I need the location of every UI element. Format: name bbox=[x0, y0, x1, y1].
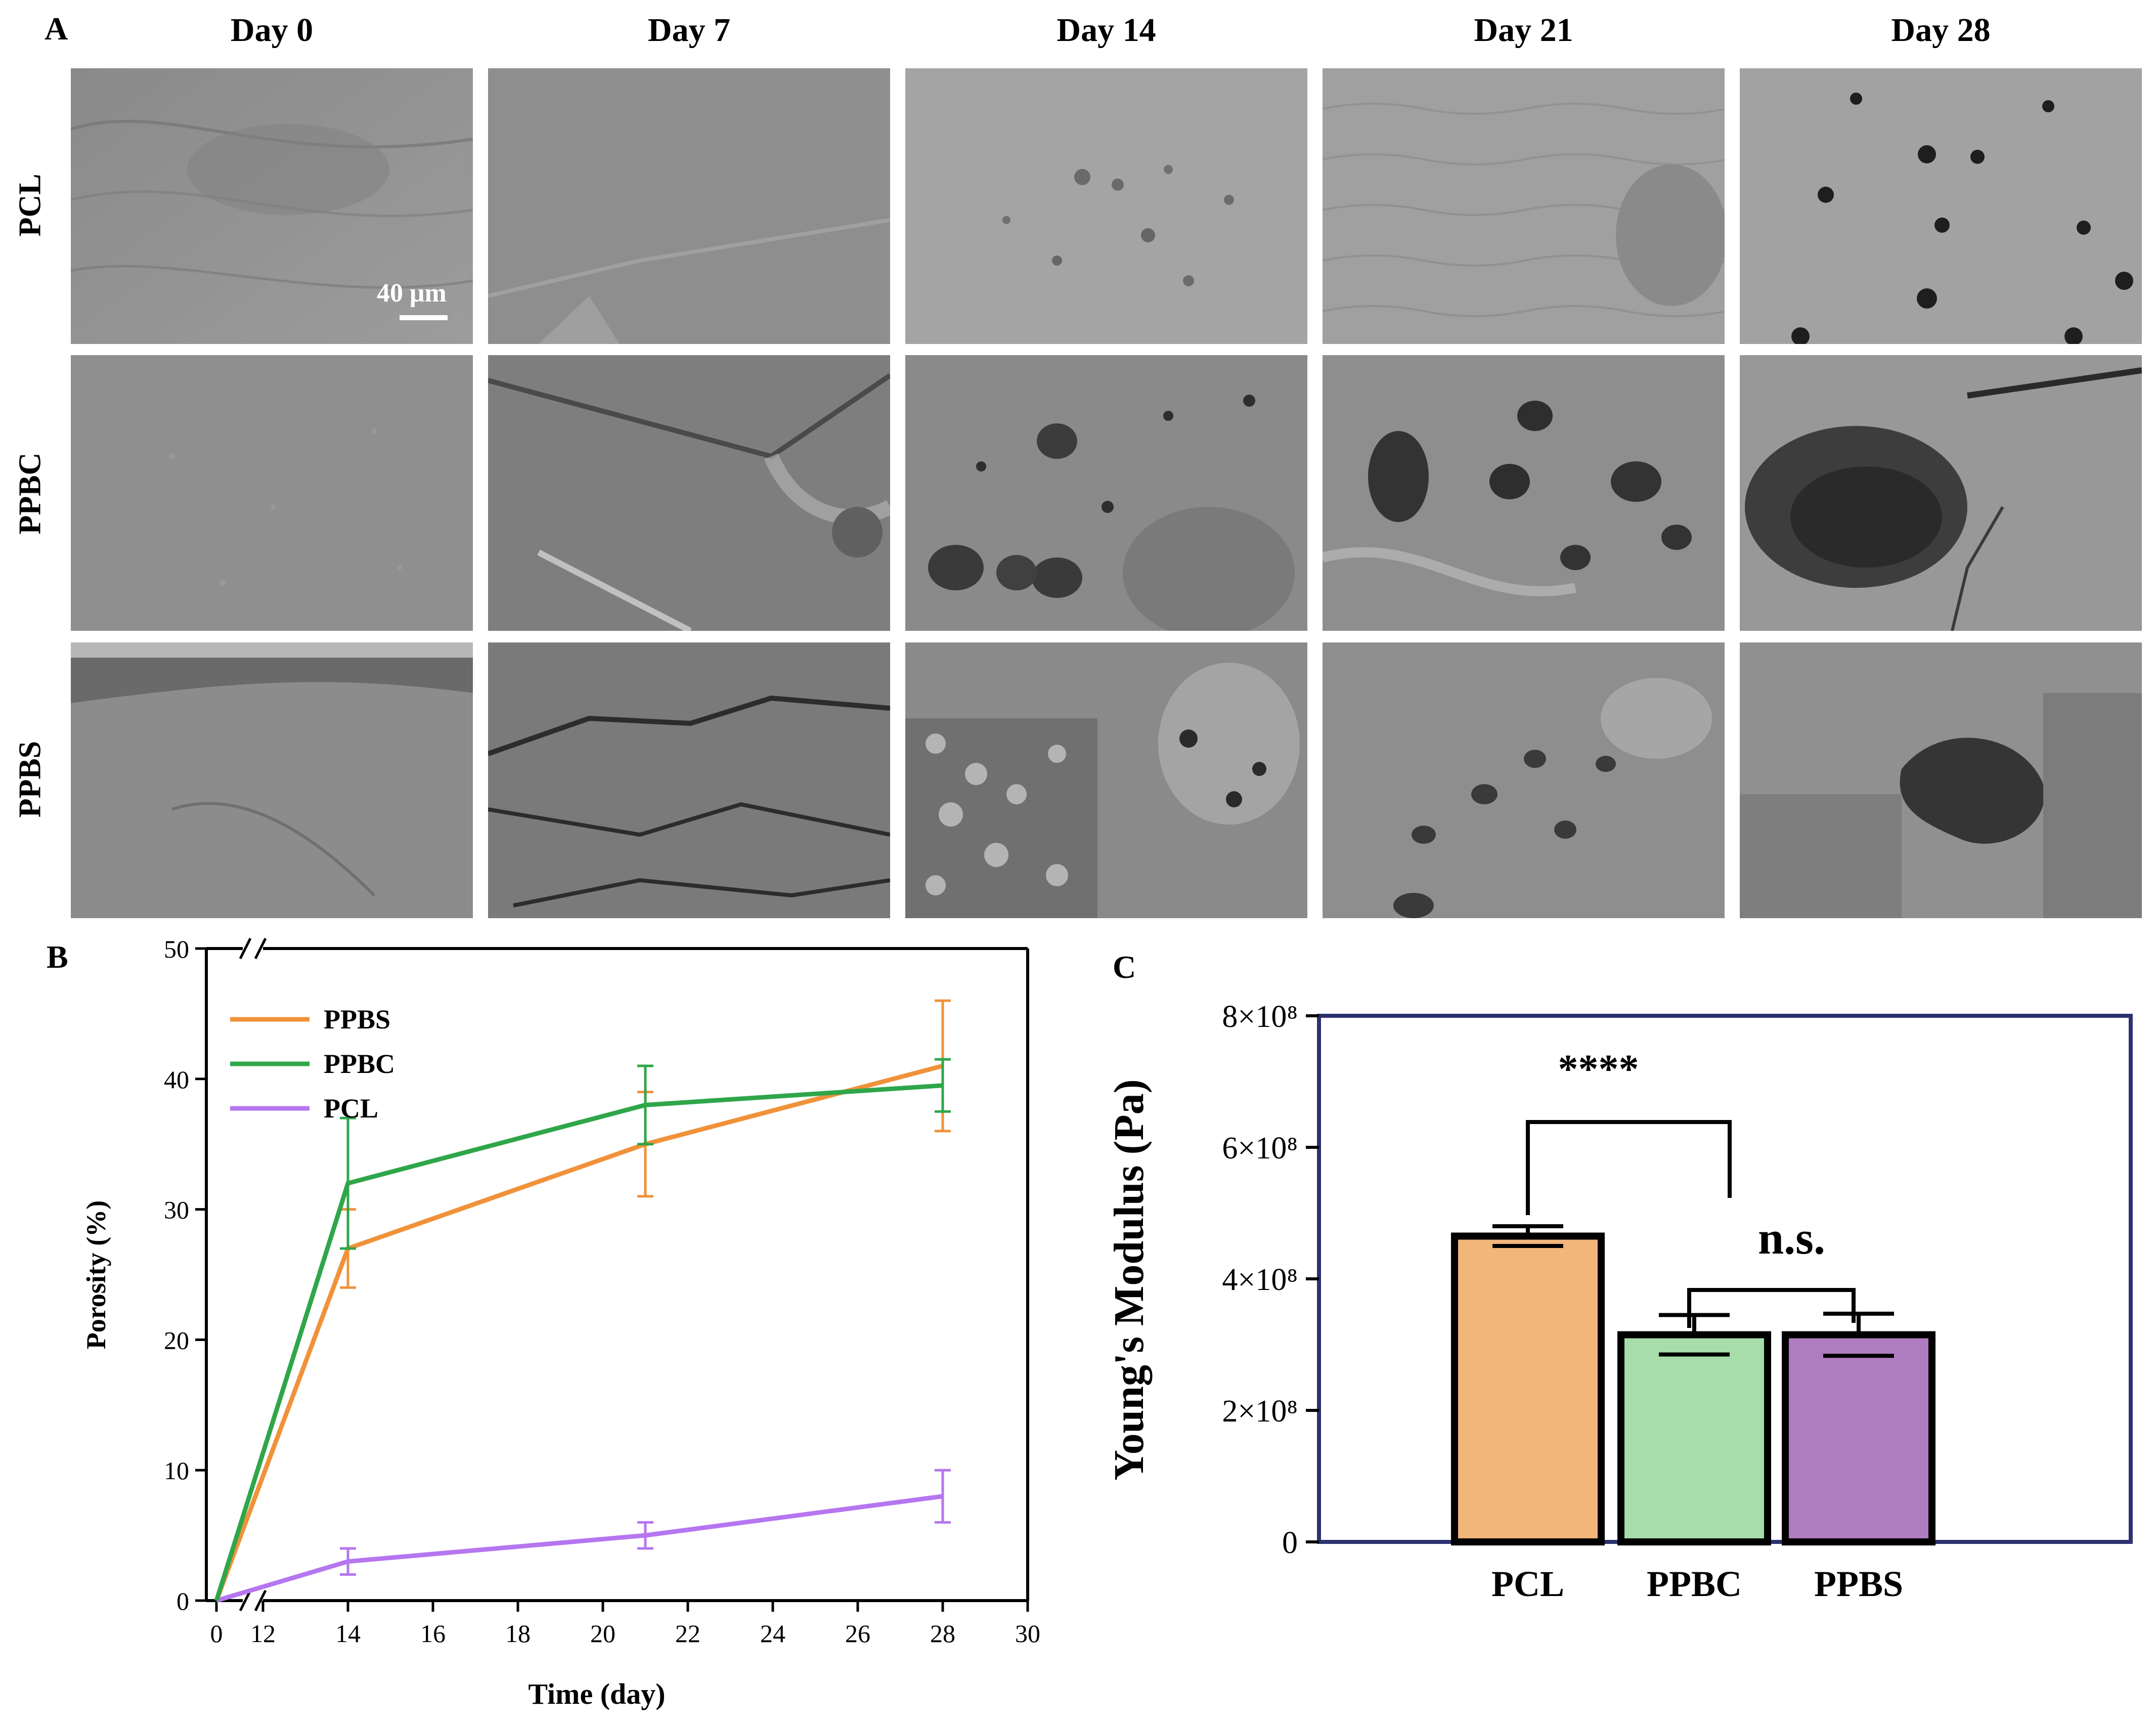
sem-image-pcl-day28 bbox=[1740, 68, 2142, 344]
sem-image-ppbc-day0 bbox=[71, 355, 473, 631]
x-tick-label: 30 bbox=[1015, 1619, 1040, 1648]
significance-bracket-1 bbox=[1526, 1120, 1732, 1215]
y-tick-label: 8×10⁸ bbox=[1222, 1000, 1298, 1034]
scale-bar bbox=[400, 315, 448, 320]
x-tick-label: 0 bbox=[210, 1619, 223, 1648]
x-tick-label: 18 bbox=[505, 1619, 531, 1648]
legend-label-pcl: PCL bbox=[324, 1093, 378, 1124]
x-category-label-ppbs: PPBS bbox=[1814, 1564, 1903, 1604]
sem-image-ppbs-day0 bbox=[71, 642, 473, 918]
sem-image-ppbc-day14 bbox=[905, 355, 1307, 631]
y-tick-label: 40 bbox=[164, 1065, 189, 1094]
day-header-1: Day 7 bbox=[647, 12, 731, 49]
y-tick-label: 0 bbox=[1282, 1526, 1298, 1560]
scale-bar-label: 40 μm bbox=[377, 279, 447, 308]
x-tick-label: 26 bbox=[845, 1619, 870, 1648]
sem-image-ppbc-day7 bbox=[488, 355, 890, 631]
series-line-pcl bbox=[215, 1494, 943, 1603]
bar-ppbc bbox=[1617, 1331, 1771, 1545]
legend-label-ppbc: PPBC bbox=[324, 1049, 395, 1079]
sem-image-ppbs-day14 bbox=[905, 642, 1307, 918]
x-category-label-ppbc: PPBC bbox=[1647, 1564, 1742, 1604]
sem-image-ppbs-day21 bbox=[1323, 642, 1725, 918]
legend-label-ppbs: PPBS bbox=[324, 1004, 390, 1035]
sem-image-ppbc-day28 bbox=[1740, 355, 2142, 631]
y-axis-label: Porosity (%) bbox=[81, 1200, 111, 1349]
y-tick-label: 2×10⁸ bbox=[1222, 1394, 1298, 1429]
y-tick-label: 6×10⁸ bbox=[1222, 1131, 1298, 1166]
significance-bracket-2 bbox=[1687, 1288, 1856, 1328]
y-axis-label: Young's Modulus (Pa) bbox=[1106, 1079, 1153, 1481]
x-tick-label: 20 bbox=[590, 1619, 615, 1648]
sem-image-pcl-day7 bbox=[488, 68, 890, 344]
x-tick-label: 22 bbox=[675, 1619, 700, 1648]
panel-a-label: A bbox=[45, 11, 68, 47]
sem-image-pcl-day21 bbox=[1323, 68, 1725, 344]
sem-image-ppbs-day28 bbox=[1740, 642, 2142, 918]
x-tick-label: 28 bbox=[930, 1619, 955, 1648]
sem-image-ppbc-day21 bbox=[1323, 355, 1725, 631]
y-tick-label: 4×10⁸ bbox=[1222, 1263, 1298, 1297]
day-header-0: Day 0 bbox=[230, 12, 314, 49]
y-tick-label: 50 bbox=[164, 935, 189, 963]
sem-image-pcl-day0 bbox=[71, 68, 473, 344]
significance-label-1: **** bbox=[1558, 1047, 1639, 1092]
panel-c-label: C bbox=[1113, 949, 1136, 985]
day-header-4: Day 28 bbox=[1891, 12, 1991, 49]
sem-image-ppbs-day7 bbox=[488, 642, 890, 918]
row-label-pcl: PCL bbox=[13, 174, 48, 237]
y-tick-label: 20 bbox=[164, 1326, 189, 1354]
panel-b-label: B bbox=[47, 939, 68, 975]
x-tick-label: 12 bbox=[250, 1619, 276, 1648]
x-category-label-pcl: PCL bbox=[1491, 1564, 1564, 1604]
bar-pcl bbox=[1451, 1232, 1605, 1545]
y-tick-label: 10 bbox=[164, 1456, 189, 1485]
x-tick-label: 14 bbox=[335, 1619, 361, 1648]
bar-ppbs bbox=[1782, 1331, 1935, 1545]
axis-break-bottom bbox=[239, 1589, 267, 1612]
x-axis-label: Time (day) bbox=[528, 1677, 665, 1710]
day-header-2: Day 14 bbox=[1057, 12, 1156, 49]
y-tick-label: 0 bbox=[177, 1587, 189, 1615]
youngs-modulus-bar-chart: 0 2×10⁸ 4×10⁸ 6×10⁸ 8×10⁸ **** n.s. PCL PPBC PP… bbox=[1106, 1000, 2133, 1604]
significance-label-2: n.s. bbox=[1758, 1212, 1825, 1264]
series-line-ppbs bbox=[214, 1063, 944, 1602]
row-label-ppbs: PPBS bbox=[13, 741, 48, 818]
x-tick-label: 24 bbox=[760, 1619, 785, 1648]
porosity-line-chart: 0 10 20 30 40 50 0 12 14 16 18 20 22 24 26 28 30 PPBS PP… bbox=[81, 935, 1040, 1710]
series-line-ppbc bbox=[214, 1083, 943, 1602]
day-header-3: Day 21 bbox=[1474, 12, 1573, 49]
x-tick-label: 16 bbox=[420, 1619, 446, 1648]
sem-image-pcl-day14 bbox=[905, 68, 1307, 344]
y-tick-label: 30 bbox=[164, 1196, 189, 1224]
row-label-ppbc: PPBC bbox=[13, 452, 48, 535]
axis-break-top bbox=[239, 937, 267, 960]
